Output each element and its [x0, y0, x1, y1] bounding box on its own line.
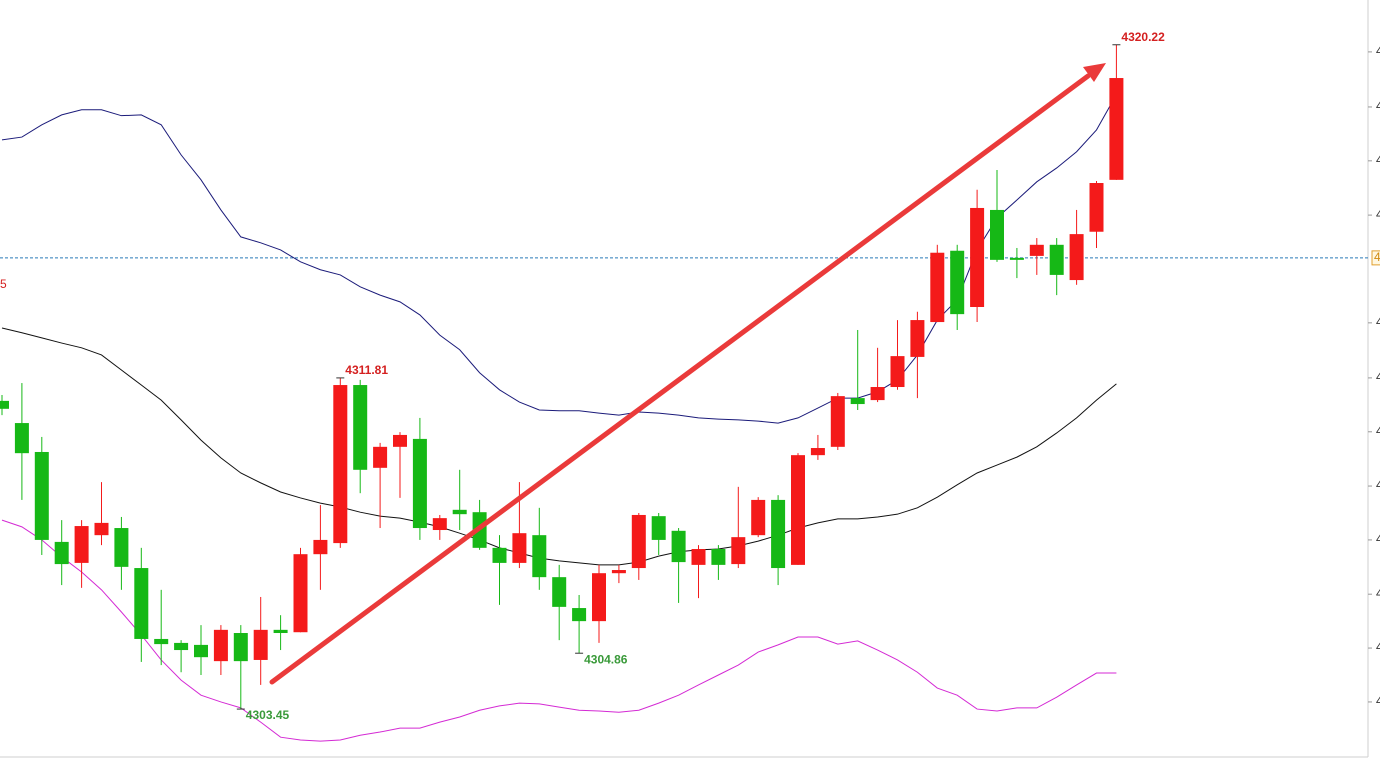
candle-body [253, 629, 268, 660]
candle-body [54, 541, 69, 565]
candle-body [751, 499, 766, 536]
y-tick-label: 4 [1376, 153, 1380, 167]
candle-body [651, 516, 666, 540]
candle-body [233, 633, 248, 662]
candle-body [1089, 183, 1104, 232]
plot-area: 4 4 4 4 4 4 4 4 4 4 4 4 4 4320.22 4311.81 4303.45 4304.8… [0, 30, 1380, 742]
candle-body [353, 385, 368, 470]
y-tick-label: 4 [1376, 586, 1380, 600]
candle-body [890, 356, 905, 388]
candle-body [412, 438, 427, 529]
y-tick-label: 4 [1376, 640, 1380, 654]
candle-body [1009, 257, 1024, 260]
y-tick-label: 4 [1376, 207, 1380, 221]
arrow-shaft [269, 73, 1091, 685]
candle-body [174, 642, 189, 651]
candle-body [930, 252, 945, 323]
candle-body [154, 638, 169, 645]
y-tick-label: 4 [1376, 315, 1380, 329]
candle-body [313, 539, 328, 555]
candle-body [213, 629, 228, 662]
candle-body [393, 434, 407, 447]
candle-body [1069, 234, 1084, 281]
band-line [1, 94, 1117, 424]
candle-body [532, 535, 547, 578]
y-tick-label: 4 [1376, 99, 1380, 113]
min-label: 4304.86 [584, 652, 628, 666]
candle-body [611, 570, 626, 574]
y-tick-label: 4 [1376, 532, 1380, 546]
candle-body [592, 573, 606, 622]
candle-body [14, 423, 29, 454]
candle-body [552, 577, 567, 607]
y-tick-label: 4 [1376, 694, 1380, 708]
candle-body [830, 396, 845, 447]
candle-body [333, 385, 348, 544]
candle-body [771, 499, 786, 569]
candle-body [572, 608, 587, 622]
candle-body [631, 514, 646, 569]
y-tick-label: 4 [1376, 44, 1380, 58]
candle-body [194, 644, 208, 658]
candle-body [452, 509, 467, 515]
candle-body [910, 320, 925, 357]
candle-body [731, 537, 746, 565]
y-tick-label: 4 [1376, 478, 1380, 492]
trend-arrow [269, 63, 1106, 685]
candle-body [950, 250, 965, 315]
candle-body [791, 455, 805, 565]
candle-body [970, 207, 985, 307]
band-line [1, 519, 1117, 742]
candle-body [711, 549, 726, 565]
candle-body [850, 398, 865, 405]
candle-body [34, 451, 49, 540]
candle-body [432, 518, 447, 531]
left-label: 5 [0, 277, 7, 291]
candle-body [1049, 244, 1064, 275]
candle-body [1029, 244, 1044, 256]
candle-body [691, 549, 706, 565]
candle-body [114, 528, 129, 567]
candle-body [671, 530, 686, 563]
candle-body [990, 209, 1004, 260]
candle-body [1109, 78, 1124, 180]
arrow-head [1083, 63, 1106, 82]
max-label: 4320.22 [1121, 30, 1165, 44]
candle-body [870, 387, 885, 401]
reference-marker [1371, 250, 1380, 266]
reference-label: 4 [1374, 250, 1380, 264]
candle-body [273, 629, 288, 634]
candle-body [512, 533, 527, 563]
candle-body [134, 568, 149, 639]
candle-body [94, 522, 109, 536]
candle-body [492, 547, 507, 563]
candle-body [810, 448, 825, 456]
candle-body [373, 446, 388, 468]
band-line [1, 327, 1117, 566]
candle-body [0, 400, 9, 409]
min-label: 4303.45 [246, 708, 290, 722]
candle-body [293, 554, 308, 633]
y-tick-label: 4 [1376, 370, 1380, 384]
max-label: 4311.81 [345, 363, 388, 377]
candle-body [74, 526, 89, 563]
y-tick-label: 4 [1376, 424, 1380, 438]
